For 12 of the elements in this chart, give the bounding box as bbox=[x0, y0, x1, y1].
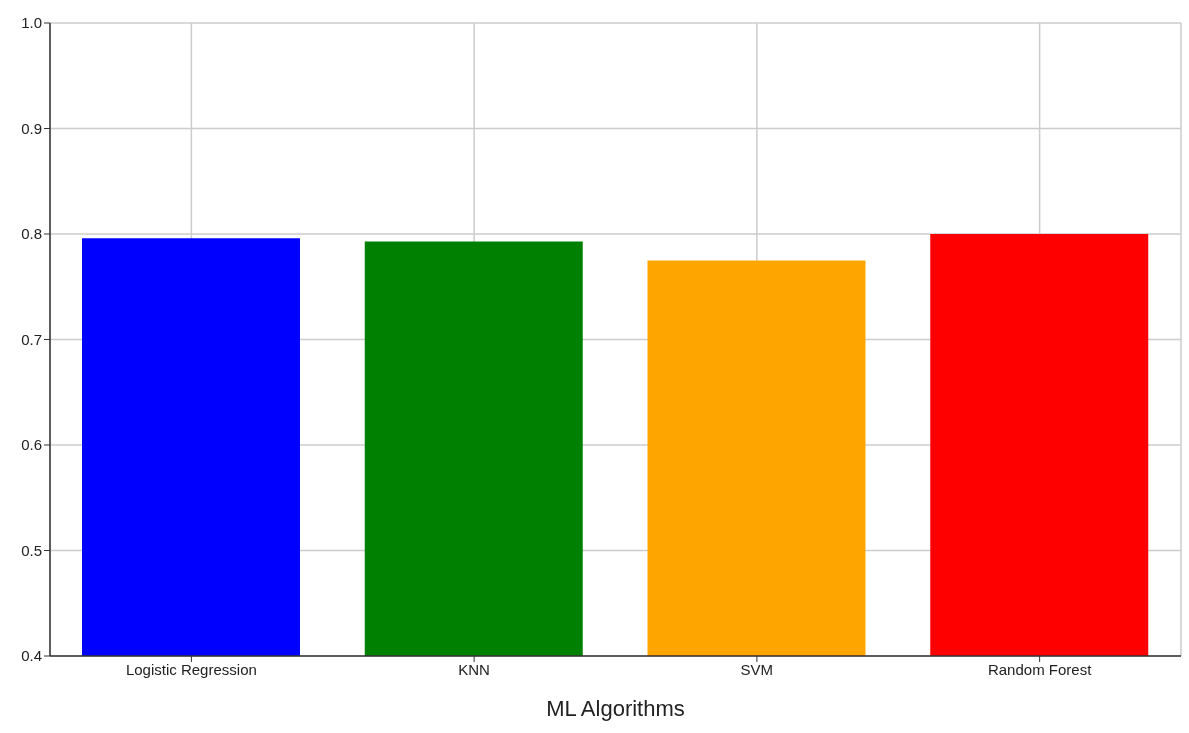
x-axis-title: ML Algorithms bbox=[546, 696, 685, 721]
y-tick-label: 0.5 bbox=[21, 541, 42, 559]
y-tick-label: 0.4 bbox=[21, 647, 42, 665]
x-tick-label: Random Forest bbox=[987, 660, 1093, 678]
y-tick-label: 1.0 bbox=[21, 14, 42, 32]
y-tick-label: 0.7 bbox=[21, 330, 42, 348]
x-tick-label: KNN bbox=[458, 660, 490, 678]
y-tick-label: 0.6 bbox=[21, 436, 42, 454]
x-tick-label: SVM bbox=[740, 660, 774, 678]
x-tick-label: Logistic Regression bbox=[125, 660, 257, 678]
y-tick-label: 0.8 bbox=[21, 225, 42, 243]
y-tick-label: 0.9 bbox=[21, 119, 42, 137]
